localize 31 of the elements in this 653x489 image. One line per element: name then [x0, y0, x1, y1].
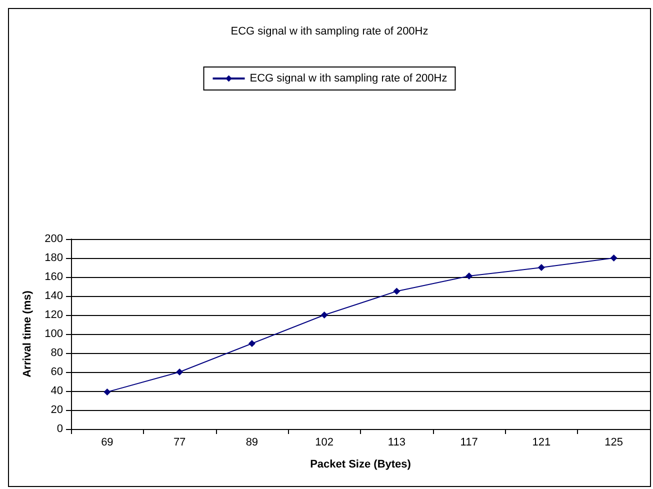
y-tick-label: 40: [50, 385, 63, 397]
legend-label: ECG signal w ith sampling rate of 200Hz: [250, 72, 448, 84]
x-tick-label: 125: [604, 436, 623, 448]
y-tick-label: 200: [44, 233, 63, 245]
y-tick-label: 20: [50, 404, 63, 416]
y-axis-title: Arrival time (ms): [22, 290, 34, 378]
x-tick-label: 117: [460, 436, 478, 448]
point: [538, 264, 545, 271]
x-tick-label: 102: [315, 436, 334, 448]
point: [320, 312, 328, 318]
x-tick-label: 113: [388, 436, 406, 448]
point: [104, 388, 111, 396]
y-tick-label: 0: [56, 423, 63, 435]
point: [466, 272, 473, 280]
point: [248, 340, 256, 347]
y-tick-label: 120: [44, 309, 63, 321]
chart-title: ECG signal w ith sampling rate of 200Hz: [230, 26, 428, 38]
y-tick-label: 60: [50, 366, 63, 378]
x-tick-label: 89: [246, 436, 258, 448]
x-tick-label: 121: [532, 436, 551, 448]
x-tick-label: 69: [101, 436, 114, 448]
y-tick-label: 140: [44, 290, 63, 302]
point: [610, 254, 618, 262]
point: [176, 368, 184, 376]
y-tick-label: 160: [44, 271, 63, 283]
y-tick-label: 100: [44, 328, 63, 340]
x-axis-title: Packet Size (Bytes): [310, 458, 412, 470]
y-tick-label: 180: [44, 252, 63, 264]
point: [393, 288, 400, 295]
y-tick-label: 80: [50, 347, 63, 359]
x-tick-label: 77: [173, 436, 186, 448]
